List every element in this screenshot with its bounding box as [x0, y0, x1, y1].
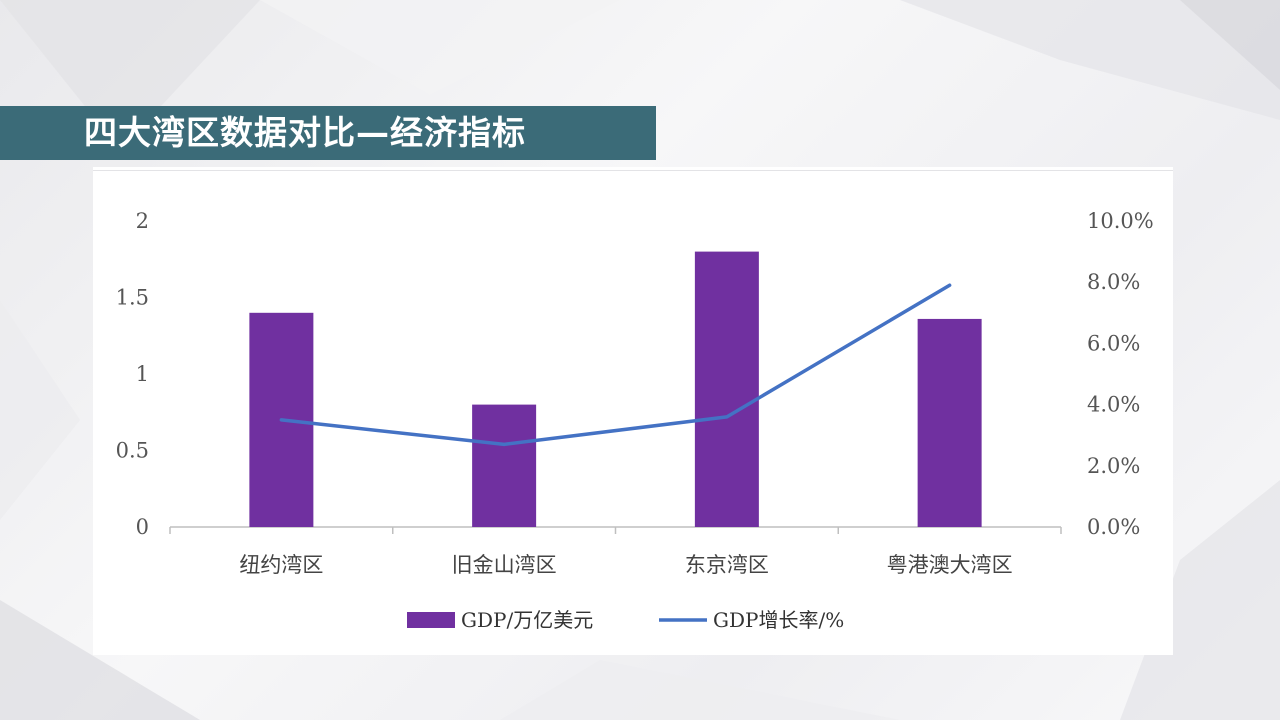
right-axis-tick-label: 0.0%	[1087, 515, 1140, 539]
right-axis-tick-label: 4.0%	[1087, 393, 1140, 417]
right-axis-tick-label: 10.0%	[1087, 209, 1154, 233]
left-axis-tick-label: 1	[136, 362, 149, 386]
growth-line	[279, 283, 952, 447]
slide-title: 四大湾区数据对比—经济指标	[84, 113, 526, 152]
bar	[472, 404, 537, 527]
legend-label-line: GDP增长率/%	[713, 608, 844, 632]
right-axis-tick-label: 6.0%	[1087, 331, 1140, 355]
left-axis-tick-label: 1.5	[116, 286, 149, 310]
left-axis-tick-label: 2	[136, 209, 149, 233]
chart-panel: 0 0.5 1 1.5 2 0.0% 2.0% 4.0% 6.0% 8.0% 10.0% 纽约湾区 旧金…	[93, 167, 1173, 655]
legend-label-bar: GDP/万亿美元	[461, 608, 593, 632]
right-axis-tick-label: 8.0%	[1087, 270, 1140, 294]
category-label: 旧金山湾区	[452, 553, 557, 577]
category-label: 纽约湾区	[239, 553, 323, 577]
left-axis-tick-label: 0.5	[116, 439, 149, 463]
bar	[694, 251, 759, 527]
panel-top-divider	[93, 170, 1173, 171]
legend-swatch-bar	[407, 612, 455, 628]
title-bar: 四大湾区数据对比—经济指标	[0, 106, 656, 160]
category-label: 粤港澳大湾区	[887, 553, 1013, 577]
chart: 0 0.5 1 1.5 2 0.0% 2.0% 4.0% 6.0% 8.0% 10.0% 纽约湾区 旧金…	[116, 209, 1154, 632]
category-label: 东京湾区	[685, 553, 769, 577]
left-axis-tick-label: 0	[136, 515, 149, 539]
bar	[917, 318, 982, 527]
right-axis-tick-label: 2.0%	[1087, 454, 1140, 478]
